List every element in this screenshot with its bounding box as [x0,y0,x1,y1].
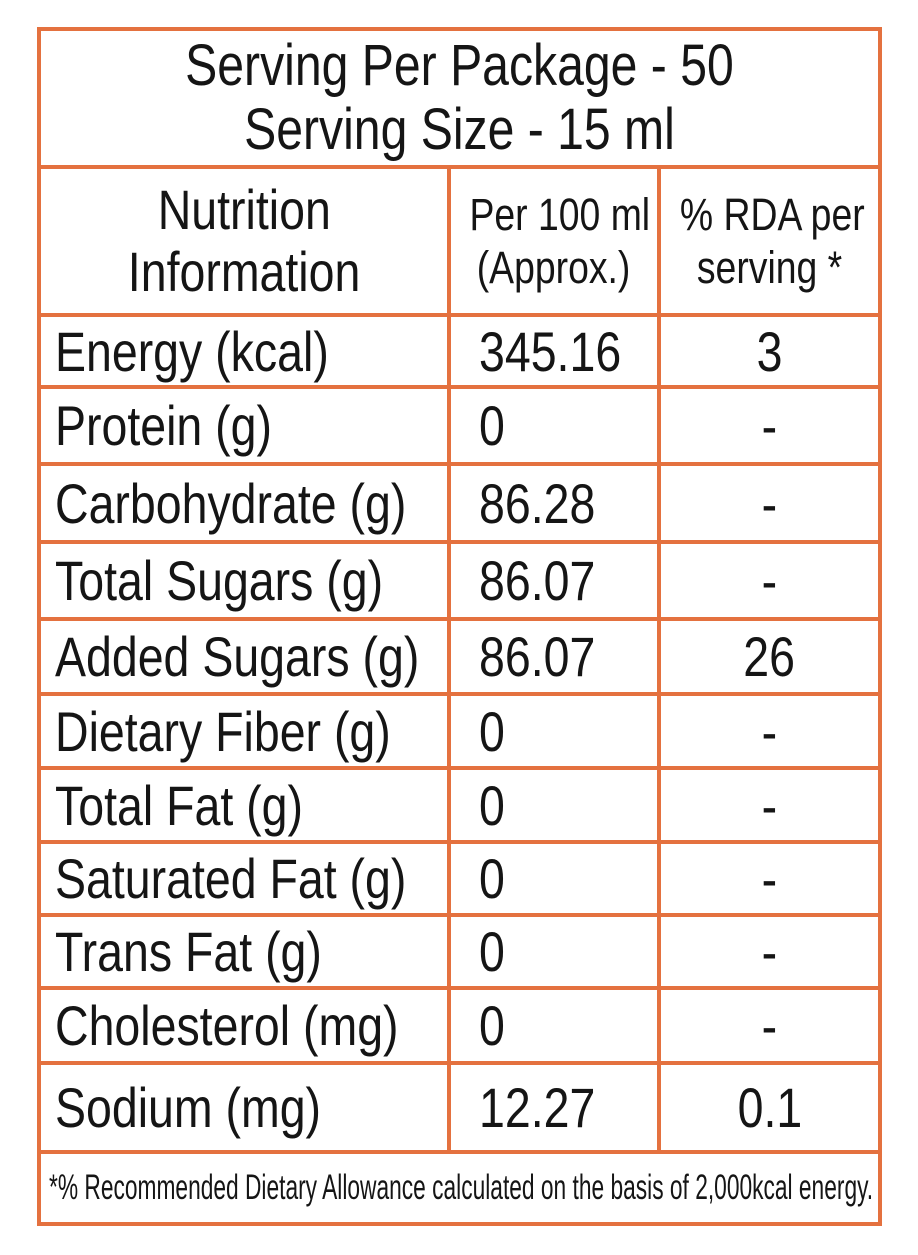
row-value-per-100ml: 0 [447,986,661,1065]
row-value-rda: - [657,385,882,466]
per-100ml-header-line1: Per 100 ml [469,189,651,240]
row-value-per-100ml: 86.07 [447,540,661,621]
table-row-trans-fat: Trans Fat (g) 0 - [37,913,882,990]
table-row-added-sugars: Added Sugars (g) 86.07 26 [37,617,882,696]
row-value-rda: 0.1 [657,1061,882,1154]
row-label: Added Sugars (g) [37,617,451,696]
row-value-rda: - [657,692,882,770]
row-value-rda: 26 [657,617,882,696]
row-value-per-100ml: 0 [447,840,661,917]
table-row-total-fat: Total Fat (g) 0 - [37,766,882,844]
serving-header-row: Serving Per Package - 50 Serving Size - … [37,27,882,169]
row-value-per-100ml: 0 [447,913,661,990]
row-value-rda: - [657,986,882,1065]
row-value-per-100ml: 86.28 [447,462,661,544]
per-100ml-header-line2: (Approx.) [477,242,631,293]
row-label: Sodium (mg) [37,1061,451,1154]
row-label: Energy (kcal) [37,313,451,389]
rda-header-line2: serving * [696,242,843,293]
nutrition-label-table: Serving Per Package - 50 Serving Size - … [37,27,882,1226]
table-row-energy: Energy (kcal) 345.16 3 [37,313,882,389]
table-row-cholesterol: Cholesterol (mg) 0 - [37,986,882,1065]
table-row-saturated-fat: Saturated Fat (g) 0 - [37,840,882,917]
row-value-per-100ml: 0 [447,766,661,844]
row-value-rda: 3 [657,313,882,389]
table-row-protein: Protein (g) 0 - [37,385,882,466]
row-value-per-100ml: 86.07 [447,617,661,696]
table-row-sodium: Sodium (mg) 12.27 0.1 [37,1061,882,1154]
row-value-rda: - [657,766,882,844]
row-label: Total Sugars (g) [37,540,451,621]
row-value-rda: - [657,462,882,544]
column-header-rda-per-serving: % RDA per serving * [657,165,882,317]
row-label: Carbohydrate (g) [37,462,451,544]
row-label: Total Fat (g) [37,766,451,844]
row-label: Dietary Fiber (g) [37,692,451,770]
row-label: Trans Fat (g) [37,913,451,990]
serving-per-package-text: Serving Per Package - 50 [185,33,734,98]
row-value-per-100ml: 345.16 [447,313,661,389]
nutrition-header-line1: Nutrition [157,178,331,241]
row-label: Cholesterol (mg) [37,986,451,1065]
table-row-dietary-fiber: Dietary Fiber (g) 0 - [37,692,882,770]
serving-header-cell: Serving Per Package - 50 Serving Size - … [37,27,882,169]
row-value-rda: - [657,540,882,621]
footnote-cell: *% Recommended Dietary Allowance calcula… [37,1150,882,1226]
row-value-rda: - [657,913,882,990]
row-value-rda: - [657,840,882,917]
row-value-per-100ml: 0 [447,692,661,770]
column-header-row: Nutrition Information Per 100 ml (Approx… [37,165,882,317]
rda-header-line1: % RDA per [679,189,865,240]
table-row-carbohydrate: Carbohydrate (g) 86.28 - [37,462,882,544]
row-label: Protein (g) [37,385,451,466]
column-header-per-100ml: Per 100 ml (Approx.) [447,165,661,317]
row-label: Saturated Fat (g) [37,840,451,917]
row-value-per-100ml: 0 [447,385,661,466]
column-header-nutrition-information: Nutrition Information [37,165,451,317]
rda-footnote-text: *% Recommended Dietary Allowance calcula… [49,1168,874,1207]
table-row-total-sugars: Total Sugars (g) 86.07 - [37,540,882,621]
nutrition-header-line2: Information [127,240,361,303]
serving-size-text: Serving Size - 15 ml [244,97,675,162]
footnote-row: *% Recommended Dietary Allowance calcula… [37,1150,882,1226]
row-value-per-100ml: 12.27 [447,1061,661,1154]
